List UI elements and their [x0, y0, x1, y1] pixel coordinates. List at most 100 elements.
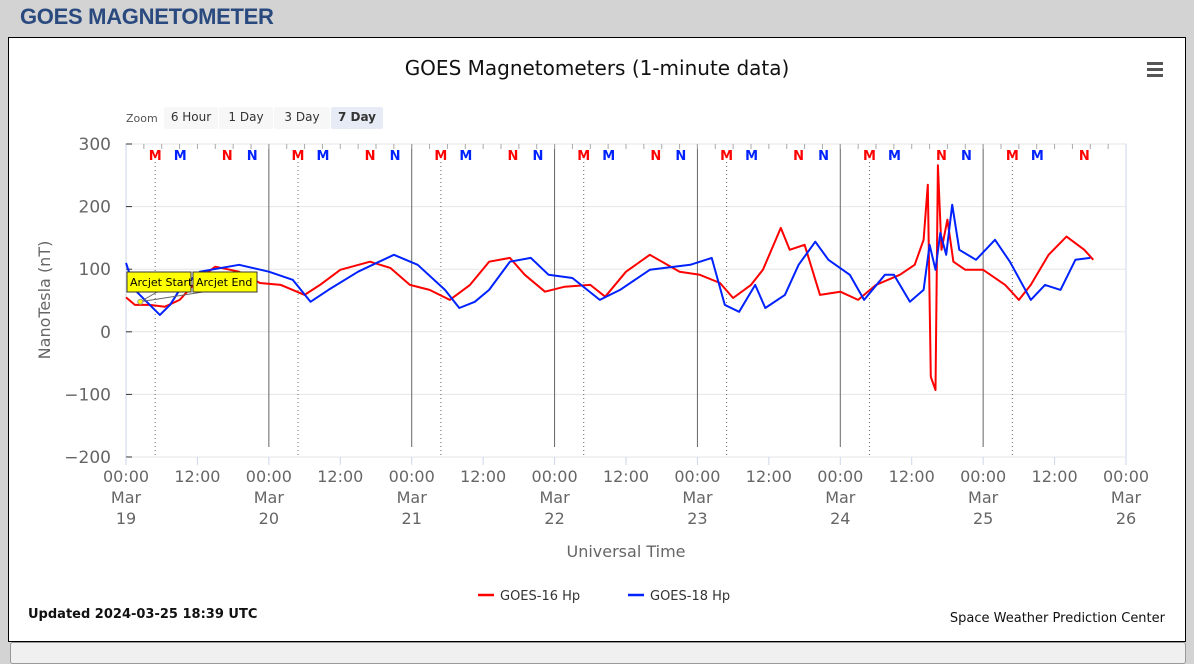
x-tick-label: 22 — [544, 509, 564, 528]
zoom-button-bg — [219, 107, 273, 129]
x-tick-label: 00:00 — [532, 467, 578, 486]
chart-panel — [8, 37, 1186, 642]
zoom-label: Zoom — [126, 112, 158, 125]
x-tick-label: 24 — [830, 509, 850, 528]
x-tick-label: Mar — [539, 488, 570, 507]
midnight-marker: M — [1031, 149, 1044, 164]
x-tick-label: 12:00 — [317, 467, 363, 486]
zoom-button-7-day[interactable]: 7 Day — [331, 107, 383, 129]
annotation-connector — [140, 291, 204, 303]
annotation-label: Arcjet Start — [130, 276, 193, 289]
noon-marker: N — [507, 149, 518, 164]
x-tick-label: Mar — [968, 488, 999, 507]
midnight-marker: M — [459, 149, 472, 164]
y-tick-label: −100 — [64, 385, 111, 405]
x-tick-label: Mar — [1111, 488, 1142, 507]
x-tick-label: 00:00 — [817, 467, 863, 486]
noon-marker: N — [961, 149, 972, 164]
y-tick-label: −200 — [64, 448, 111, 468]
midnight-marker: M — [863, 149, 876, 164]
x-tick-label: 21 — [402, 509, 422, 528]
midnight-marker: M — [317, 149, 330, 164]
x-tick-label: 19 — [116, 509, 136, 528]
zoom-button-label: 6 Hour — [171, 110, 211, 124]
x-tick-label: 12:00 — [174, 467, 220, 486]
x-tick-label: Mar — [825, 488, 856, 507]
midnight-marker: M — [888, 149, 901, 164]
noon-marker: N — [793, 149, 804, 164]
zoom-button-label: 3 Day — [284, 110, 319, 124]
noon-marker: N — [365, 149, 376, 164]
x-tick-label: Mar — [682, 488, 713, 507]
y-tick-label: 300 — [79, 135, 111, 155]
annotation-box — [192, 271, 258, 293]
y-axis-label: NanoTesla (nT) — [35, 241, 54, 360]
x-tick-label: 23 — [687, 509, 707, 528]
zoom-button-label: 7 Day — [338, 110, 376, 124]
zoom-button-bg — [164, 107, 218, 129]
midnight-marker: M — [174, 149, 187, 164]
midnight-marker: M — [434, 149, 447, 164]
x-tick-label: 00:00 — [389, 467, 435, 486]
x-tick-label: 00:00 — [103, 467, 149, 486]
zoom-button-6-hour[interactable]: 6 Hour — [164, 107, 218, 129]
midnight-marker: M — [292, 149, 305, 164]
x-axis-label: Universal Time — [566, 542, 685, 561]
updated-timestamp: Updated 2024-03-25 18:39 UTC — [28, 607, 257, 622]
x-tick-label: 20 — [259, 509, 279, 528]
zoom-button-label: 1 Day — [228, 110, 263, 124]
y-tick-label: 0 — [100, 323, 111, 343]
legend-item[interactable]: GOES-16 Hp — [478, 589, 580, 604]
noon-marker: N — [650, 149, 661, 164]
noon-marker: N — [936, 149, 947, 164]
y-tick-label: 200 — [79, 198, 111, 218]
page-header: GOES MAGNETOMETER — [20, 4, 274, 29]
magnetometer-chart: GOES Magnetometers (1-minute data) Zoom … — [28, 56, 1166, 626]
x-tick-label: Mar — [397, 488, 428, 507]
annotation-point — [137, 298, 144, 305]
series-line-goes-16-hp — [125, 164, 1095, 391]
midnight-marker: M — [745, 149, 758, 164]
noon-marker: N — [532, 149, 543, 164]
legend-item[interactable]: GOES-18 Hp — [628, 589, 730, 604]
annotation-connector — [140, 291, 158, 303]
x-tick-label: Mar — [111, 488, 142, 507]
zoom-button-1-day[interactable]: 1 Day — [219, 107, 273, 129]
annotation-box — [126, 271, 192, 293]
series-line-goes-18-hp — [125, 203, 1091, 316]
x-tick-label: 12:00 — [889, 467, 935, 486]
x-tick-label: Mar — [254, 488, 285, 507]
x-tick-label: 00:00 — [960, 467, 1006, 486]
x-tick-label: 25 — [973, 509, 993, 528]
legend-label: GOES-18 Hp — [650, 589, 730, 604]
zoom-button-bg — [274, 107, 330, 129]
noon-marker: N — [675, 149, 686, 164]
y-tick-label: 100 — [79, 260, 111, 280]
annotation-label: Arcjet End — [196, 276, 252, 289]
x-tick-label: 12:00 — [746, 467, 792, 486]
zoom-button-bg — [331, 107, 383, 129]
noon-marker: N — [247, 149, 258, 164]
chart-title: GOES Magnetometers (1-minute data) — [405, 56, 790, 80]
plot-border — [125, 143, 1127, 458]
midnight-marker: M — [149, 149, 162, 164]
noon-marker: N — [390, 149, 401, 164]
noon-marker: N — [818, 149, 829, 164]
x-tick-label: 26 — [1116, 509, 1136, 528]
credit-text: Space Weather Prediction Center — [950, 611, 1166, 626]
midnight-marker: M — [577, 149, 590, 164]
x-tick-label: 12:00 — [603, 467, 649, 486]
noon-marker: N — [222, 149, 233, 164]
x-tick-label: 00:00 — [246, 467, 292, 486]
zoom-button-3-day[interactable]: 3 Day — [274, 107, 330, 129]
x-tick-label: 12:00 — [460, 467, 506, 486]
midnight-marker: M — [720, 149, 733, 164]
noon-marker: N — [1079, 149, 1090, 164]
midnight-marker: M — [1006, 149, 1019, 164]
hamburger-menu-icon[interactable] — [1147, 62, 1163, 77]
midnight-marker: M — [602, 149, 615, 164]
x-tick-label: 00:00 — [674, 467, 720, 486]
x-tick-label: 12:00 — [1032, 467, 1078, 486]
legend-label: GOES-16 Hp — [500, 589, 580, 604]
x-tick-label: 00:00 — [1103, 467, 1149, 486]
